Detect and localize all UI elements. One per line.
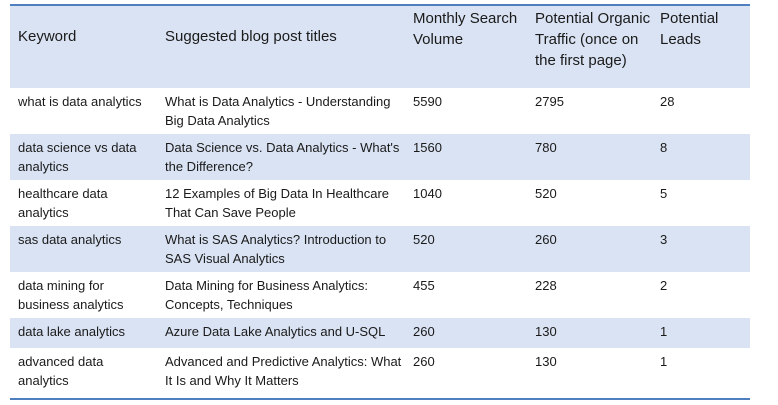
table-row: data science vs data analytics Data Scie… — [10, 134, 750, 180]
cell-search-volume: 260 — [413, 354, 435, 369]
cell-leads: 28 — [660, 94, 675, 109]
keyword-table-container: Keyword Suggested blog post titles Month… — [10, 4, 750, 400]
cell-blog-title: Advanced and Predictive Analytics: What … — [165, 354, 402, 388]
cell-leads: 1 — [660, 354, 668, 369]
cell-organic-traffic: 2795 — [535, 94, 564, 109]
cell-search-volume: 260 — [413, 324, 435, 339]
cell-leads: 8 — [660, 140, 668, 155]
cell-keyword: what is data analytics — [18, 94, 142, 109]
cell-organic-traffic: 228 — [535, 278, 557, 293]
cell-leads: 5 — [660, 186, 668, 201]
cell-keyword: data science vs data analytics — [18, 140, 137, 174]
cell-blog-title: 12 Examples of Big Data In Healthcare Th… — [165, 186, 390, 220]
table-top-rule — [10, 4, 750, 6]
cell-organic-traffic: 260 — [535, 232, 557, 247]
cell-leads: 3 — [660, 232, 668, 247]
cell-keyword: sas data analytics — [18, 232, 122, 247]
cell-keyword: healthcare data analytics — [18, 186, 108, 220]
cell-search-volume: 520 — [413, 232, 435, 247]
cell-blog-title: Data Mining for Business Analytics: Conc… — [165, 278, 369, 312]
cell-search-volume: 455 — [413, 278, 435, 293]
cell-organic-traffic: 130 — [535, 324, 557, 339]
table-row: data lake analytics Azure Data Lake Anal… — [10, 318, 750, 348]
cell-blog-title: What is SAS Analytics? Introduction to S… — [165, 232, 387, 266]
header-keyword: Keyword — [18, 28, 77, 45]
cell-organic-traffic: 780 — [535, 140, 557, 155]
cell-blog-title: Data Science vs. Data Analytics - What's… — [165, 140, 400, 174]
cell-keyword: data mining for business analytics — [18, 278, 124, 312]
table-bottom-rule — [10, 398, 750, 400]
header-potential-organic-traffic: Potential Organic Traffic (once on the f… — [535, 10, 651, 69]
cell-search-volume: 5590 — [413, 94, 442, 109]
table-row: data mining for business analytics Data … — [10, 272, 750, 318]
cell-leads: 2 — [660, 278, 668, 293]
cell-search-volume: 1560 — [413, 140, 442, 155]
cell-blog-title: What is Data Analytics - Understanding B… — [165, 94, 391, 128]
cell-blog-title: Azure Data Lake Analytics and U-SQL — [165, 324, 386, 339]
keyword-table: Keyword Suggested blog post titles Month… — [10, 6, 750, 398]
header-monthly-search-volume: Monthly Search Volume — [413, 10, 518, 48]
cell-keyword: advanced data analytics — [18, 354, 104, 388]
cell-organic-traffic: 520 — [535, 186, 557, 201]
header-blog-titles: Suggested blog post titles — [165, 28, 337, 45]
table-row: advanced data analytics Advanced and Pre… — [10, 348, 750, 398]
cell-leads: 1 — [660, 324, 668, 339]
cell-organic-traffic: 130 — [535, 354, 557, 369]
cell-keyword: data lake analytics — [18, 324, 125, 339]
cell-search-volume: 1040 — [413, 186, 442, 201]
header-potential-leads: Potential Leads — [660, 10, 719, 48]
table-row: sas data analytics What is SAS Analytics… — [10, 226, 750, 272]
table-header-row: Keyword Suggested blog post titles Month… — [10, 6, 750, 88]
table-row: healthcare data analytics 12 Examples of… — [10, 180, 750, 226]
table-row: what is data analytics What is Data Anal… — [10, 88, 750, 134]
